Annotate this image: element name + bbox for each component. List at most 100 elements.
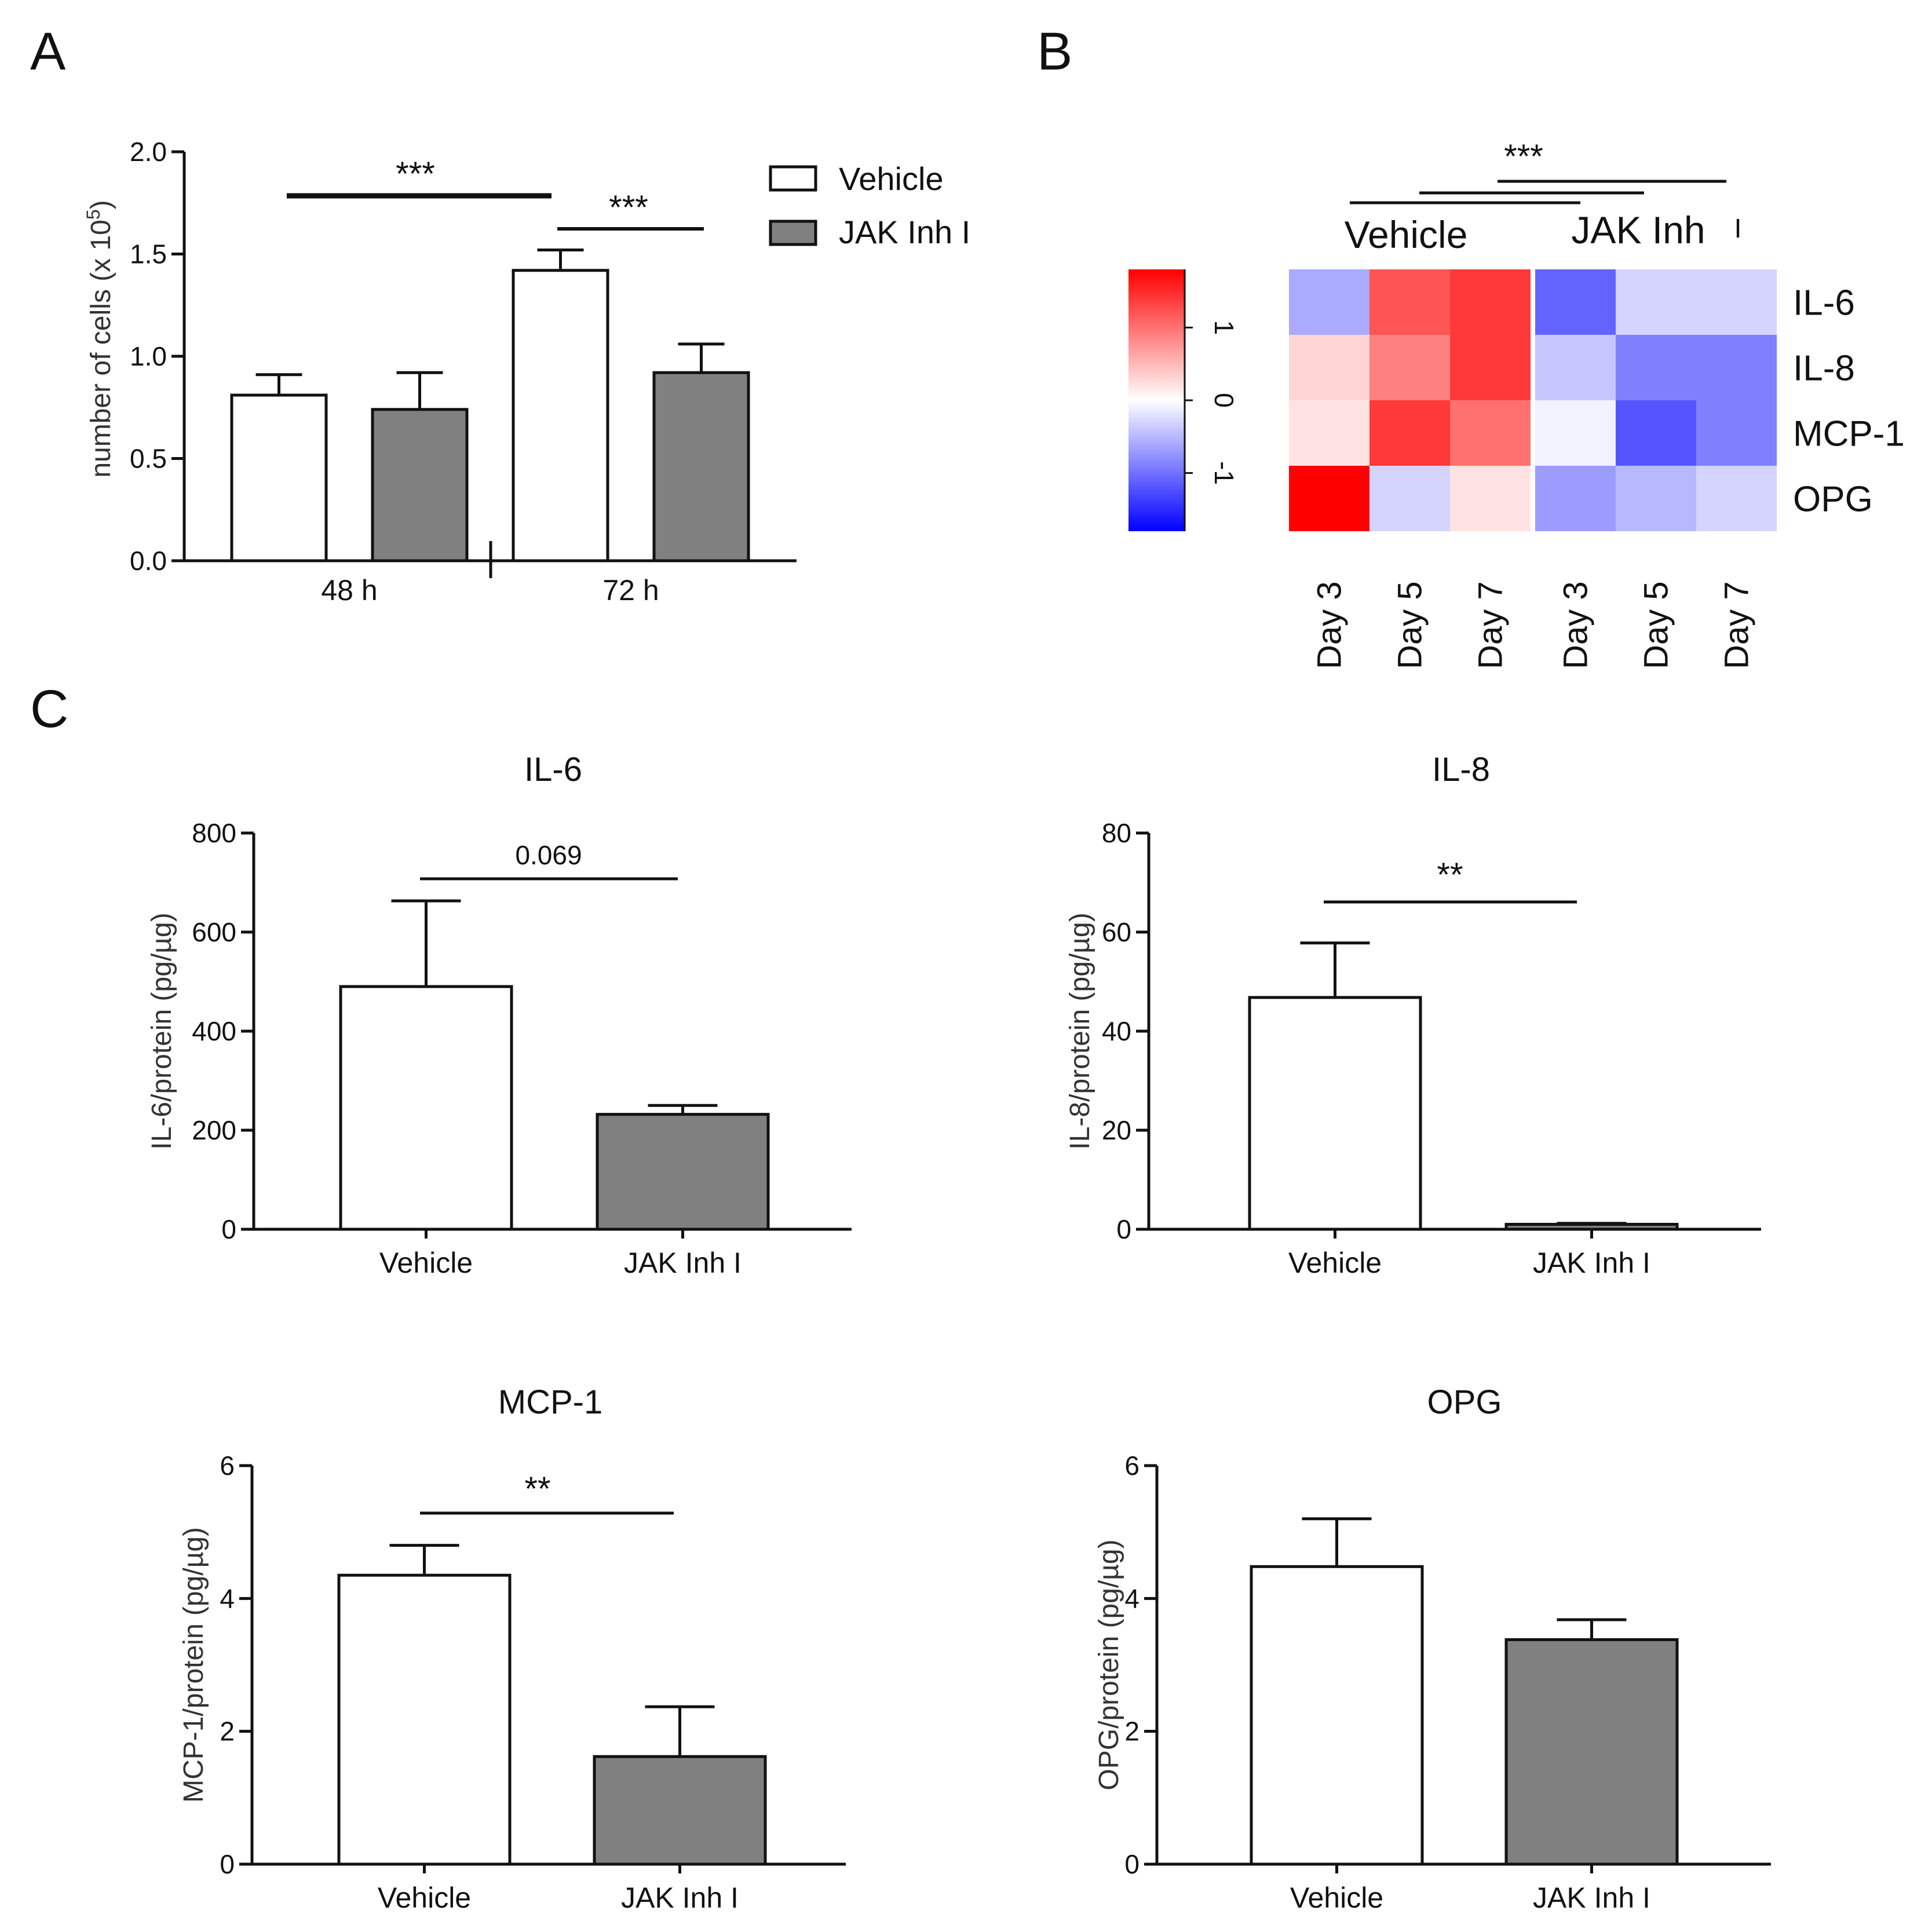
il-6-bar-vehicle	[339, 985, 513, 1231]
il-6-title: IL-6	[524, 751, 582, 788]
il-8-bar-vehicle	[1248, 996, 1422, 1231]
heatmap-cell-opg-day-7-2	[1450, 466, 1531, 531]
legend-swatch-vehicle	[769, 165, 817, 192]
mcp-1-ylabel: MCP-1/protein (pg/µg)	[178, 1527, 209, 1803]
heatmap-sig-label: ***	[1504, 138, 1543, 176]
panel-b-plot: IL-6 IL-8 MCP-1 OPG Day 3 Day 5 Day 7 Day 3 Day …	[1128, 138, 1905, 669]
il-8-category-label: JAK Inh I	[1533, 1247, 1650, 1279]
panel-a-ylabel: number of cells (x 105)	[83, 200, 116, 477]
panel-a-sig-label-1: ***	[396, 155, 435, 193]
panel-a-ytick-label: 1.0	[130, 341, 167, 371]
heatmap-cell-opg-day-5-4	[1616, 466, 1696, 531]
mcp-1-title: MCP-1	[498, 1383, 602, 1421]
heatmap-colorbar	[1128, 269, 1185, 531]
heatmap-cell-il-6-day-5-4	[1616, 269, 1696, 335]
panel-c-chart-il-6: 0 200 400 600 800 Vehicle JAK Inh I IL-6 IL-6/pr…	[147, 751, 852, 1279]
heatmap-cell-opg-day-5-1	[1369, 466, 1450, 531]
opg-bar-vehicle	[1250, 1565, 1424, 1866]
panel-a-ylabel-close: )	[86, 200, 116, 209]
heatmap-group-label-vehicle: Vehicle	[1345, 213, 1468, 256]
panel-a-ylabel-superscript: 5	[83, 209, 104, 220]
opg-ytick-label: 0	[1124, 1849, 1140, 1879]
panel-a-bar-chart: 0.0 0.5 1.0 1.5 2.0 48 h 72 h *** *** number of …	[83, 137, 970, 607]
opg-title: OPG	[1427, 1383, 1502, 1421]
heatmap-cell-opg-day-7-5	[1696, 466, 1777, 531]
panel-a-bar-vehicle-72-h	[512, 269, 609, 562]
heatmap-column-label: Day 7	[1472, 581, 1510, 669]
legend-label-vehicle: Vehicle	[839, 160, 944, 197]
panel-a-bar-jak-inh-i-48-h	[371, 408, 469, 562]
mcp-1-ytick-label: 6	[220, 1451, 235, 1481]
il-8-ylabel: IL-8/protein (pg/µg)	[1065, 912, 1095, 1149]
heatmap-cell-il-8-day-5-1	[1369, 335, 1450, 400]
il-6-ytick-label: 400	[192, 1016, 236, 1046]
heatmap-group-label-i: I	[1734, 213, 1742, 243]
legend-swatch-jak	[769, 220, 817, 246]
panel-a-ytick-label: 2.0	[130, 137, 167, 167]
mcp-1-ytick-label: 4	[220, 1583, 235, 1613]
mcp-1-category-label: Vehicle	[378, 1882, 471, 1914]
opg-bar-jak-inh-i	[1504, 1638, 1679, 1866]
heatmap-colorbar-tick-label: 0	[1209, 393, 1239, 408]
heatmap-cell-il-8-day-3-0	[1289, 335, 1369, 400]
opg-category-label: Vehicle	[1290, 1882, 1383, 1914]
heatmap-cell-mcp-1-day-3-0	[1289, 400, 1369, 466]
heatmap-column-label: Day 3	[1557, 581, 1595, 669]
il-6-ytick-label: 600	[192, 917, 236, 947]
il-6-ytick-label: 0	[221, 1214, 236, 1244]
opg-category-label: JAK Inh I	[1533, 1882, 1650, 1914]
mcp-1-category-label: JAK Inh I	[621, 1882, 739, 1914]
il-8-ytick-label: 60	[1102, 917, 1131, 947]
panel-a-bar-vehicle-48-h	[230, 393, 328, 562]
il-8-ytick-label: 80	[1102, 818, 1131, 848]
panel-c-chart-il-8: 0 20 40 60 80 Vehicle JAK Inh I IL-8 IL-8/protei…	[1065, 751, 1761, 1279]
panel-letter-a: A	[30, 22, 66, 81]
heatmap-cell-il-8-day-3-3	[1535, 335, 1616, 400]
mcp-1-bar-jak-inh-i	[593, 1755, 767, 1866]
panel-c-chart-opg: 0 2 4 6 Vehicle JAK Inh I OPG OPG/protein (pg/µ…	[1094, 1383, 1771, 1914]
il-8-bar-jak-inh-i	[1504, 1222, 1679, 1231]
heatmap-colorbar-tick-label: -1	[1209, 461, 1239, 485]
heatmap-cell-opg-day-3-3	[1535, 466, 1616, 531]
il-6-ytick-label: 800	[192, 818, 236, 848]
panel-b-heatmap: IL-6 IL-8 MCP-1 OPG Day 3 Day 5 Day 7 Day 3 Day …	[1128, 138, 1905, 669]
mcp-1-sig-label: **	[524, 1470, 550, 1508]
heatmap-row-label: IL-8	[1793, 349, 1855, 389]
heatmap-group-divider	[1531, 269, 1535, 531]
legend-label-jak: JAK Inh I	[839, 214, 970, 250]
heatmap-column-label: Day 3	[1311, 581, 1349, 669]
heatmap-cell-il-8-day-7-2	[1450, 335, 1531, 400]
heatmap-cell-mcp-1-day-7-5	[1696, 400, 1777, 466]
heatmap-column-label: Day 5	[1392, 581, 1429, 669]
panel-a-ylabel-text: number of cells (x 10	[86, 220, 116, 478]
heatmap-cell-il-6-day-7-5	[1696, 269, 1777, 335]
mcp-1-ytick-label: 2	[220, 1716, 235, 1747]
mcp-1-ytick-label: 0	[220, 1849, 235, 1879]
il-6-ylabel: IL-6/protein (pg/µg)	[147, 912, 177, 1149]
il-8-title: IL-8	[1432, 751, 1490, 788]
panel-letter-b: B	[1037, 22, 1072, 81]
panel-a-category-label: 72 h	[602, 574, 659, 607]
heatmap-cell-il-6-day-3-3	[1535, 269, 1616, 335]
opg-ytick-label: 6	[1124, 1451, 1140, 1481]
panel-a-ytick-label: 0.0	[130, 546, 167, 576]
il-8-ytick-label: 0	[1116, 1214, 1131, 1244]
il-6-bar-jak-inh-i	[596, 1113, 770, 1231]
il-6-sig-label: 0.069	[515, 840, 582, 870]
il-8-ytick-label: 20	[1102, 1115, 1131, 1145]
heatmap-column-label: Day 5	[1638, 581, 1675, 669]
heatmap-cell-mcp-1-day-7-2	[1450, 400, 1531, 466]
opg-ytick-label: 2	[1124, 1716, 1140, 1747]
opg-ytick-label: 4	[1124, 1583, 1140, 1613]
heatmap-row-label: OPG	[1793, 480, 1873, 520]
heatmap-cell-il-8-day-5-4	[1616, 335, 1696, 400]
panel-a-ytick-label: 0.5	[130, 444, 167, 474]
il-8-ytick-label: 40	[1102, 1016, 1131, 1046]
heatmap-cell-mcp-1-day-3-3	[1535, 400, 1616, 466]
panel-letter-c: C	[30, 680, 68, 739]
opg-ylabel: OPG/protein (pg/µg)	[1094, 1539, 1124, 1790]
panel-a-category-label: 48 h	[321, 574, 377, 607]
panel-a-bar-jak-inh-i-72-h	[652, 371, 750, 562]
